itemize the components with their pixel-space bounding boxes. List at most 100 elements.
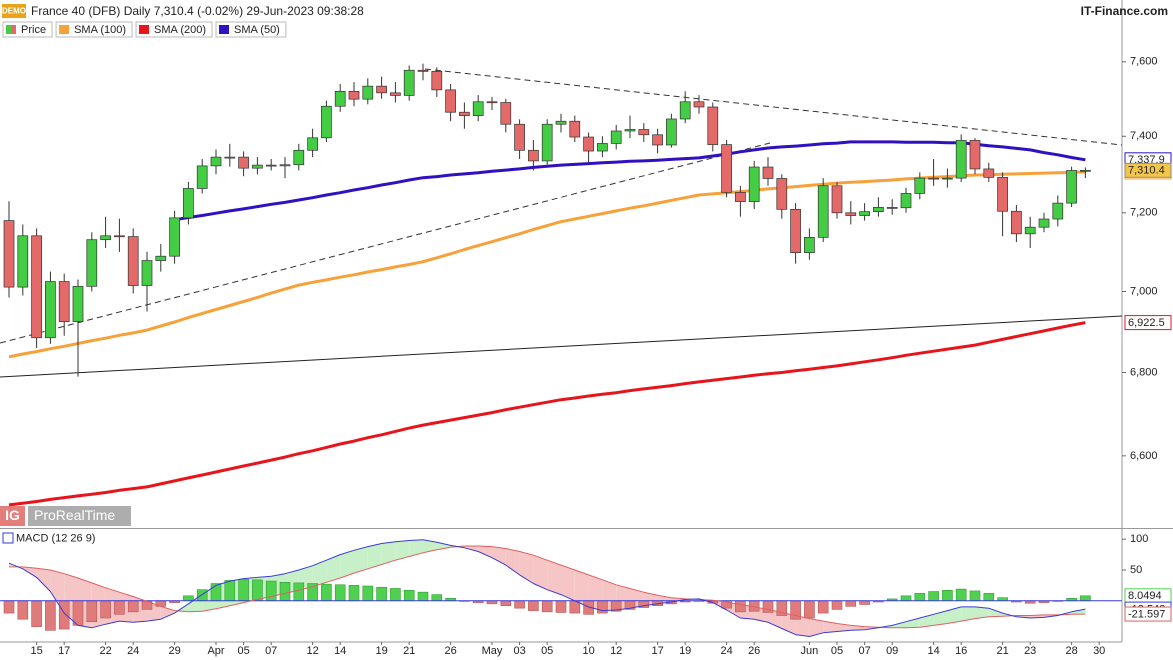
macd-fill [436, 542, 451, 550]
histogram-bar [969, 590, 981, 602]
macd-fill [340, 550, 354, 578]
demo-text: DEMO [2, 7, 26, 16]
y-tick-label: 7,600 [1130, 56, 1158, 68]
histogram-bar [500, 600, 512, 606]
candle-body [762, 166, 774, 179]
axes: 6,600 6,800 7,000 7,200 7,400 7,600 15 17 22 24 29… [30, 56, 1172, 657]
histogram-bar [210, 583, 222, 602]
demo-badge [2, 4, 26, 18]
candle-body [721, 144, 732, 193]
watermark: ProRealTime [34, 507, 115, 523]
histogram-bar [252, 579, 263, 602]
histogram-bar [555, 600, 567, 613]
candle-body [707, 106, 719, 145]
histogram-bar [293, 582, 305, 602]
x-tick-label: May [482, 645, 503, 657]
candle-body [679, 101, 691, 120]
x-tick-label: 05 [541, 645, 553, 657]
candle-body [376, 85, 387, 94]
macd-fill [326, 554, 341, 583]
x-tick-label: 26 [444, 645, 456, 657]
candle-body [955, 140, 967, 179]
legend-swatch [11, 25, 16, 34]
x-tick-label: Jun [801, 645, 819, 657]
histogram-bar [238, 578, 249, 602]
candle-body [900, 193, 912, 209]
candle-body [1038, 218, 1050, 228]
x-tick-label: 23 [1024, 645, 1036, 657]
y-tick-label: 7,000 [1130, 285, 1158, 297]
histogram-bar [859, 600, 870, 605]
last-value-label: -21.597 [1128, 608, 1165, 620]
histogram-bar [86, 600, 98, 622]
candle-body [224, 156, 236, 159]
histogram-bar [431, 594, 443, 602]
x-tick-label: 21 [996, 645, 1008, 657]
macd-title: MACD (12 26 9) [16, 532, 95, 544]
candle-body [431, 71, 443, 91]
candle-body [155, 255, 167, 261]
histogram-bar [45, 600, 56, 631]
histogram-bar [942, 590, 953, 602]
candle-body [528, 149, 539, 162]
candle-body [472, 101, 484, 116]
x-tick-label: 17 [651, 645, 663, 657]
candle-body [100, 235, 111, 241]
candle-body [114, 235, 125, 238]
candle-body [210, 156, 222, 167]
candle-body [735, 191, 746, 202]
candle-body [403, 69, 415, 96]
x-tick-label: 14 [927, 645, 939, 657]
x-tick-label: 09 [886, 645, 898, 657]
candle-body [555, 120, 567, 125]
x-tick-label: 10 [582, 645, 594, 657]
candle-body [597, 143, 608, 152]
macd-fill [381, 541, 396, 565]
candle-body [390, 92, 401, 96]
candle-body [541, 123, 553, 162]
last-value-box [1124, 315, 1172, 331]
legend-swatch [59, 25, 70, 34]
candle-body [17, 235, 29, 288]
candle-body [790, 208, 801, 254]
macd-panel [0, 539, 1122, 637]
candle-body [45, 281, 56, 339]
histogram-bar [817, 600, 829, 614]
macd-fill [478, 546, 492, 558]
last-value-label: 8.0494 [1128, 590, 1162, 602]
x-tick-label: 14 [334, 645, 346, 657]
macd-fill [892, 621, 906, 628]
last-value-label: 6,922.5 [1128, 317, 1165, 329]
candle-body [583, 136, 594, 152]
y-tick-label: 7,400 [1130, 130, 1158, 142]
histogram-bar [224, 580, 236, 602]
candle-body [265, 164, 277, 167]
macd-line [8, 539, 1086, 637]
histogram-bar [127, 600, 139, 613]
candle-body [831, 185, 843, 214]
candle-body [169, 217, 180, 257]
candle-body [997, 176, 1008, 212]
histogram-bar [390, 588, 401, 602]
candle-body [72, 285, 84, 322]
candle-body [252, 164, 263, 169]
histogram-bar [114, 600, 125, 615]
candle-body [196, 165, 208, 189]
candle-body [983, 168, 995, 178]
histogram-bar [141, 600, 153, 610]
candle-body [610, 130, 622, 144]
trend-line [0, 315, 1122, 378]
candle-body [348, 90, 360, 100]
macd-fill [933, 610, 948, 626]
histogram-bar [900, 595, 912, 602]
macd-fill [533, 555, 548, 590]
histogram-bar [31, 600, 42, 627]
histogram-bar [597, 600, 608, 614]
legend-item [215, 21, 287, 38]
x-tick-label: 22 [99, 645, 111, 657]
price-panel [0, 63, 1122, 507]
last-value-label: 7,310.4 [1128, 165, 1165, 177]
candle-body [127, 236, 139, 286]
macd-fill [354, 546, 368, 574]
